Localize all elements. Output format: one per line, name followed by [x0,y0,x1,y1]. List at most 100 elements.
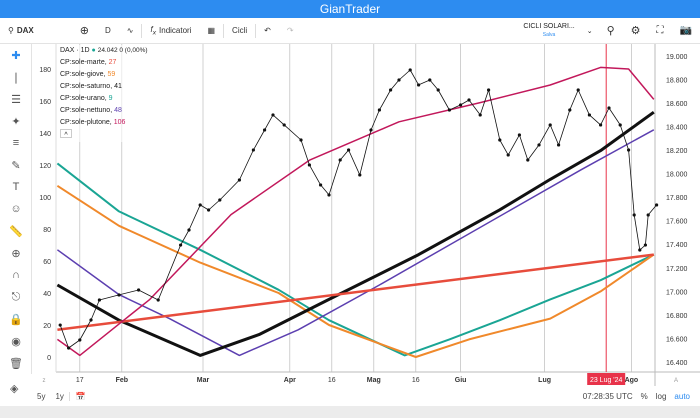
dax-point [487,88,491,92]
dax-point [237,178,241,182]
brush-icon[interactable]: ✎ [11,159,21,172]
dax-point [548,123,552,127]
text-tool-icon[interactable]: T [12,181,20,193]
legend-item[interactable]: CP:sole-urano, 9 [60,93,148,105]
right-tick-label: 17.200 [666,266,688,273]
right-tick-label: 16.800 [666,313,688,320]
right-tick-label: 18.400 [666,125,688,132]
range-1y[interactable]: 1y [55,391,64,401]
ruler-icon[interactable]: 📏 [9,225,23,238]
status-dot-icon: ● [91,47,96,54]
series-line-cp-sole-giove [56,184,655,358]
dax-point [251,148,255,152]
symbol-search[interactable]: ⚲ DAX [0,23,42,39]
dax-point [58,323,62,327]
left-tick-label: 140 [39,131,51,138]
templates-button[interactable]: ▦ [199,23,223,39]
layout-selector[interactable]: CICLI SOLARI... Salva [517,23,580,39]
x-tick-label: Mag [367,377,381,384]
legend-label: CP:sole-plutone, [60,119,112,126]
emoji-icon[interactable]: ☺ [10,203,22,215]
dax-point [459,103,463,107]
right-tick-label: 16.600 [666,336,688,343]
fx-icon: fx [150,24,157,37]
redo-button[interactable]: ↷ [279,23,302,39]
right-tick-label: 18.600 [666,101,688,108]
legend-value: 106 [113,119,126,126]
dax-point [369,128,373,132]
legend-label: CP:sole-marte, [60,59,107,66]
search-icon: ⚲ [8,26,14,35]
legend-item[interactable]: CP:sole-marte, 27 [60,57,148,69]
magnet-icon[interactable]: ∩ [12,269,20,281]
dax-point [67,346,71,350]
log-toggle[interactable]: log [655,391,667,401]
dax-point [89,318,93,322]
legend-item[interactable]: CP:sole-saturno, 41 [60,81,148,93]
zoom-search-icon[interactable]: ⚲ [606,25,615,37]
range-5y[interactable]: 5y [37,391,46,401]
chevron-down-icon[interactable]: ⌄ [586,27,593,35]
percent-toggle[interactable]: % [640,391,648,401]
calendar-icon[interactable]: 📅 [68,391,92,401]
crosshair-icon[interactable]: ✚ [11,49,21,62]
fullscreen-icon[interactable]: ⛶ [656,25,664,36]
dax-point [576,88,580,92]
x-tick-label: 17 [76,377,84,384]
trash-icon[interactable]: 🗑 [9,357,23,370]
lock-drawing-icon[interactable]: ⎋ [11,290,21,303]
camera-icon[interactable]: 📷 [679,25,692,36]
zoom-in-icon[interactable]: ⊕ [11,247,21,260]
interval-button[interactable]: D [104,26,111,35]
last-quote: 24.042 0 (0,00%) [97,47,148,54]
fib-tool-icon[interactable]: ≡ [12,137,20,149]
dax-point [97,298,101,302]
left-tick-label: 120 [39,163,51,170]
legend-item[interactable]: CP:sole-giove, 59 [60,69,148,81]
dax-point [263,128,267,132]
dax-point [156,298,160,302]
x-tick-label: 16 [328,377,336,384]
chart-type-button[interactable]: ∿ [119,23,142,39]
right-tick-label: 17.600 [666,219,688,226]
dax-point [599,123,603,127]
auto-scale-icon[interactable]: A [674,378,678,384]
lock-icon[interactable]: 🔒 [9,313,23,326]
right-tick-label: 18.000 [666,172,688,179]
dax-point [299,138,303,142]
layers-icon[interactable]: ◈ [10,383,19,395]
x-tick-label: Lug [538,377,551,384]
dax-point [638,248,642,252]
channel-tool-icon[interactable]: ☰ [11,93,21,106]
right-tick-label: 17.400 [666,242,688,249]
legend-label: CP:sole-saturno, [60,83,113,90]
settings-icon[interactable]: ⚙ [630,25,641,37]
auto-toggle[interactable]: auto [674,391,690,401]
cycles-button[interactable]: Cicli [232,26,248,35]
line-tool-icon[interactable]: ❘ [11,71,21,84]
legend-item[interactable]: CP:sole-plutone, 106 [60,117,148,129]
dax-point [632,213,636,217]
left-tick-label: 180 [39,67,51,74]
dax-point [417,83,421,87]
zoom-reset-icon[interactable]: z [43,378,46,384]
layout-name: CICLI SOLARI... [523,22,575,30]
series-line-cp-sole-urano [56,162,655,357]
legend-item[interactable]: CP:sole-nettuno, 48 [60,105,148,117]
add-symbol-button[interactable]: ⊕ [72,23,97,39]
dax-point [198,203,202,207]
bottom-bar: 5y 1y 📅 07:28:35 UTC % log auto [32,386,700,406]
dax-point [467,98,471,102]
dax-point [218,198,222,202]
dax-point [78,338,82,342]
undo-button[interactable]: ↶ [256,23,279,39]
eye-icon[interactable]: ◉ [11,335,21,348]
dax-point [207,208,211,212]
dax-point [358,173,362,177]
indicators-button[interactable]: fx Indicatori [142,23,199,39]
app-title: GianTrader [0,0,700,18]
save-status[interactable]: Salva [542,31,556,38]
collapse-legend-button[interactable]: ^ [60,129,72,139]
pattern-tool-icon[interactable]: ✦ [11,115,21,128]
